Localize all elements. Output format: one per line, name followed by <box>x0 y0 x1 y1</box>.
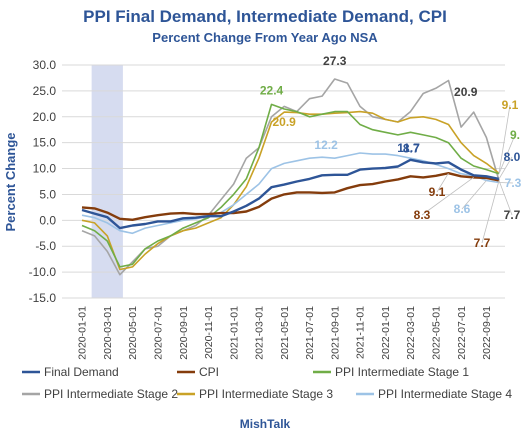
series-lines <box>81 78 500 276</box>
annotation-label: 8.6 <box>454 202 471 216</box>
y-tick-label: -15.0 <box>29 291 57 305</box>
y-tick-label: 0.0 <box>39 213 56 227</box>
x-tick-label: 2021-03-01 <box>254 306 266 360</box>
series-line-final-demand <box>81 158 500 230</box>
x-tick-label: 2020-05-01 <box>127 306 139 360</box>
annotation-leader <box>498 104 511 174</box>
annotation-label: 8.7 <box>403 141 420 155</box>
x-tick-label: 2020-09-01 <box>178 306 190 360</box>
annotation-label: 20.9 <box>454 85 478 99</box>
annotation-label: 9.1 <box>429 185 446 199</box>
annotation-label: 9.1 <box>502 98 519 112</box>
x-tick-label: 2020-11-01 <box>203 306 215 359</box>
annotation-label: 8.3 <box>414 208 431 222</box>
x-tick-label: 2021-09-01 <box>329 306 341 360</box>
annotation-leader <box>498 156 513 180</box>
y-tick-label: 30.0 <box>33 58 57 72</box>
legend: Final Demand CPI PPI Intermediate Stage 1P… <box>22 365 512 401</box>
x-tick-label: 2020-07-01 <box>152 306 164 360</box>
legend-label: Final Demand <box>44 365 119 379</box>
legend-label: CPI <box>199 365 219 379</box>
annotation-label: 20.9 <box>273 115 297 129</box>
y-axis-ticks: 30.0 25.0 20.0 15.0 10.0 5.0 0.0 -5.0 -10.0 -15.0 <box>29 58 57 305</box>
annotation-leader <box>461 180 487 210</box>
y-tick-label: -5.0 <box>35 239 56 253</box>
x-tick-label: 2021-11-01 <box>355 306 367 359</box>
y-tick-label: 5.0 <box>39 187 56 201</box>
x-tick-label: 2021-05-01 <box>279 306 291 360</box>
x-tick-label: 2022-09-01 <box>481 306 493 360</box>
annotation-leader <box>498 134 516 174</box>
x-tick-label: 2022-05-01 <box>430 306 442 360</box>
y-tick-label: 20.0 <box>33 110 57 124</box>
annotation-label: 7.7 <box>474 236 491 250</box>
annotation-leader <box>498 180 513 216</box>
x-axis-ticks: 2020-01-01 2020-03-01 2020-05-01 2020-07-01… <box>77 306 493 360</box>
recession-band-layer <box>91 65 123 298</box>
series-line-ppi-intermediate-stage-1 <box>81 103 500 268</box>
legend-label: PPI Intermediate Stage 4 <box>378 387 512 401</box>
x-tick-label: 2022-03-01 <box>405 306 417 360</box>
annotation-leader <box>436 173 449 193</box>
chart-title: PPI Final Demand, Intermediate Demand, C… <box>83 7 447 26</box>
annotation-label: 22.4 <box>260 83 284 97</box>
chart-subtitle: Percent Change From Year Ago NSA <box>152 30 378 45</box>
y-tick-label: 25.0 <box>33 84 57 98</box>
series-line-cpi <box>81 172 500 221</box>
y-tick-label: 15.0 <box>33 136 57 150</box>
annotation-label: 9. <box>510 128 520 142</box>
y-tick-label: 10.0 <box>33 162 57 176</box>
annotation-label: 7.7 <box>504 208 521 222</box>
annotation-label: 12.2 <box>314 138 338 152</box>
recession-band <box>91 65 123 298</box>
annotation-leader <box>421 177 474 216</box>
legend-label: PPI Intermediate Stage 1 <box>335 365 469 379</box>
source-label: MishTalk <box>240 417 291 431</box>
data-annotations: 22.4 20.9 12.2 27.3 11.78.7 20.9 9.1 9. 8.0 7.3 9.… <box>260 54 522 250</box>
x-tick-label: 2020-01-01 <box>77 306 89 360</box>
series-line-ppi-intermediate-stage-3 <box>81 110 500 271</box>
legend-label: PPI Intermediate Stage 2 <box>44 387 178 401</box>
annotation-label: 27.3 <box>323 54 347 68</box>
gridlines <box>62 64 505 299</box>
legend-label: PPI Intermediate Stage 3 <box>199 387 333 401</box>
x-tick-label: 2022-01-01 <box>380 306 392 360</box>
y-axis-label: Percent Change <box>3 133 18 232</box>
x-tick-label: 2020-03-01 <box>102 306 114 360</box>
x-tick-label: 2021-07-01 <box>304 306 316 360</box>
annotation-leader <box>481 180 500 244</box>
series-line-ppi-intermediate-stage-2 <box>81 78 500 276</box>
annotation-label: 7.3 <box>505 176 522 190</box>
annotation-label: 11.7 <box>397 141 420 155</box>
x-tick-label: 2022-07-01 <box>456 306 468 360</box>
y-tick-label: -10.0 <box>29 265 57 279</box>
x-tick-label: 2021-01-01 <box>228 306 240 360</box>
annotation-label: 8.0 <box>504 150 521 164</box>
